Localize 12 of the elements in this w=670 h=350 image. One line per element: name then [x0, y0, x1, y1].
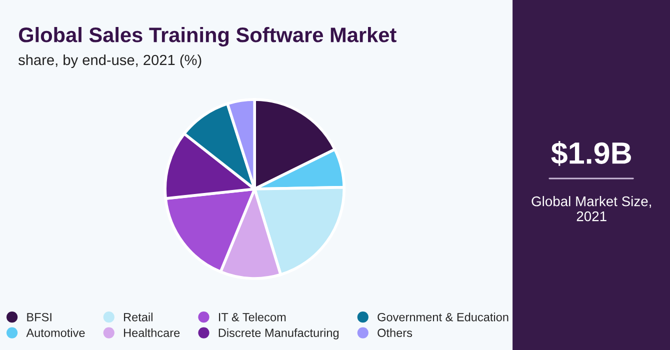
text: $1.9B: [551, 140, 631, 166]
legend-label: Government & Education: [378, 312, 508, 322]
legend-label: Healthcare: [124, 328, 180, 338]
legend-label: Discrete Manufacturing: [218, 328, 339, 340]
legend-label: BFSI: [27, 312, 52, 322]
legend-label: Automotive: [26, 328, 85, 338]
text: Global Market Size, 2021: [532, 196, 651, 222]
chart-title: Global Sales Training Software Market: [18, 26, 396, 47]
chart-subtitle: share, by end-use, 2021 (%): [18, 54, 202, 68]
legend-label: IT & Telecom: [219, 312, 286, 322]
legend-label: Others: [378, 328, 412, 338]
legend-label: Retail: [124, 312, 152, 322]
